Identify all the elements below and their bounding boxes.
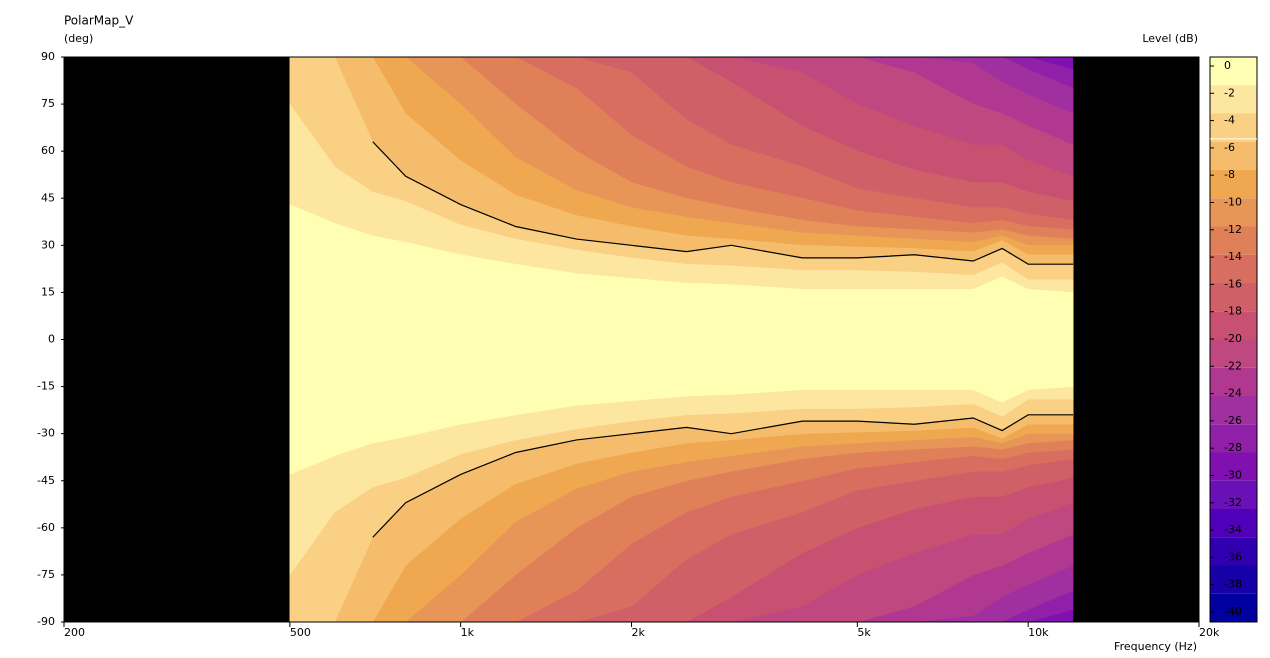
x-tick-label: 20k [1199,626,1220,639]
contour-band [289,204,1074,475]
colorbar-tick-label: -18 [1224,305,1242,318]
colorbar-swatch [1210,396,1257,425]
colorbar-swatch [1210,141,1257,170]
y-tick-label: 75 [41,97,55,110]
colorbar-tick-label: -36 [1224,550,1242,563]
y-tick-label: 15 [41,285,55,298]
colorbar-swatch [1210,311,1257,340]
y-tick-label: -15 [37,380,55,393]
colorbar-tick-label: -30 [1224,469,1242,482]
colorbar-tick-label: -4 [1224,114,1235,127]
colorbar-swatch [1210,452,1257,481]
colorbar-tick-label: -34 [1224,523,1242,536]
y-tick-label: 45 [41,191,55,204]
colorbar-tick-label: -40 [1224,605,1242,618]
x-tick-label: 200 [64,626,85,639]
colorbar-swatch [1210,537,1257,566]
y-tick-label: 0 [48,333,55,346]
y-tick-label: -90 [37,615,55,628]
colorbar-tick-label: -38 [1224,578,1242,591]
x-tick-label: 500 [290,626,311,639]
colorbar-swatch [1210,593,1257,622]
colorbar-swatch [1210,198,1257,227]
colorbar-tick-label: -32 [1224,496,1242,509]
colorbar-swatch [1210,113,1257,142]
colorbar-swatch [1210,367,1257,396]
colorbar-tick-label: -16 [1224,277,1242,290]
colorbar-tick-label: -20 [1224,332,1242,345]
colorbar-tick-label: -2 [1224,86,1235,99]
y-tick-label: -45 [37,474,55,487]
colorbar-tick-label: -8 [1224,168,1235,181]
colorbar-swatch [1210,339,1257,368]
colorbar-tick-label: -28 [1224,441,1242,454]
colorbar-tick-label: -14 [1224,250,1242,263]
x-tick-label: 2k [632,626,646,639]
colorbar-swatch [1210,424,1257,453]
colorbar-tick-label: -6 [1224,141,1235,154]
y-tick-label: -60 [37,521,55,534]
colorbar-tick-label: -24 [1224,387,1242,400]
colorbar-tick-label: -26 [1224,414,1242,427]
colorbar-swatch [1210,509,1257,538]
y-tick-label: -30 [37,427,55,440]
colorbar-swatch [1210,85,1257,114]
colorbar-swatch [1210,57,1257,86]
colorbar-tick-label: -22 [1224,359,1242,372]
x-tick-label: 1k [461,626,475,639]
y-tick-label: 60 [41,144,55,157]
y-tick-label: 90 [41,50,55,63]
colorbar-tick-label: 0 [1224,59,1231,72]
colorbar-swatch [1210,283,1257,312]
x-tick-label: 10k [1028,626,1049,639]
colorbar-swatch [1210,480,1257,509]
colorbar-tick-label: -12 [1224,223,1242,236]
colorbar-swatch [1210,565,1257,594]
chart-title: PolarMap_V [64,14,134,28]
y-axis-label: (deg) [64,32,93,45]
x-axis-label: Frequency (Hz) [1114,640,1197,653]
x-tick-label: 5k [857,626,871,639]
colorbar-label: Level (dB) [1142,32,1198,45]
colorbar-swatch [1210,170,1257,199]
contour-line [372,414,1074,538]
colorbar-swatch [1210,254,1257,283]
colorbar-swatch [1210,226,1257,255]
colorbar-tick-label: -10 [1224,196,1242,209]
contour-line [372,141,1074,265]
y-tick-label: -75 [37,568,55,581]
y-tick-label: 30 [41,238,55,251]
